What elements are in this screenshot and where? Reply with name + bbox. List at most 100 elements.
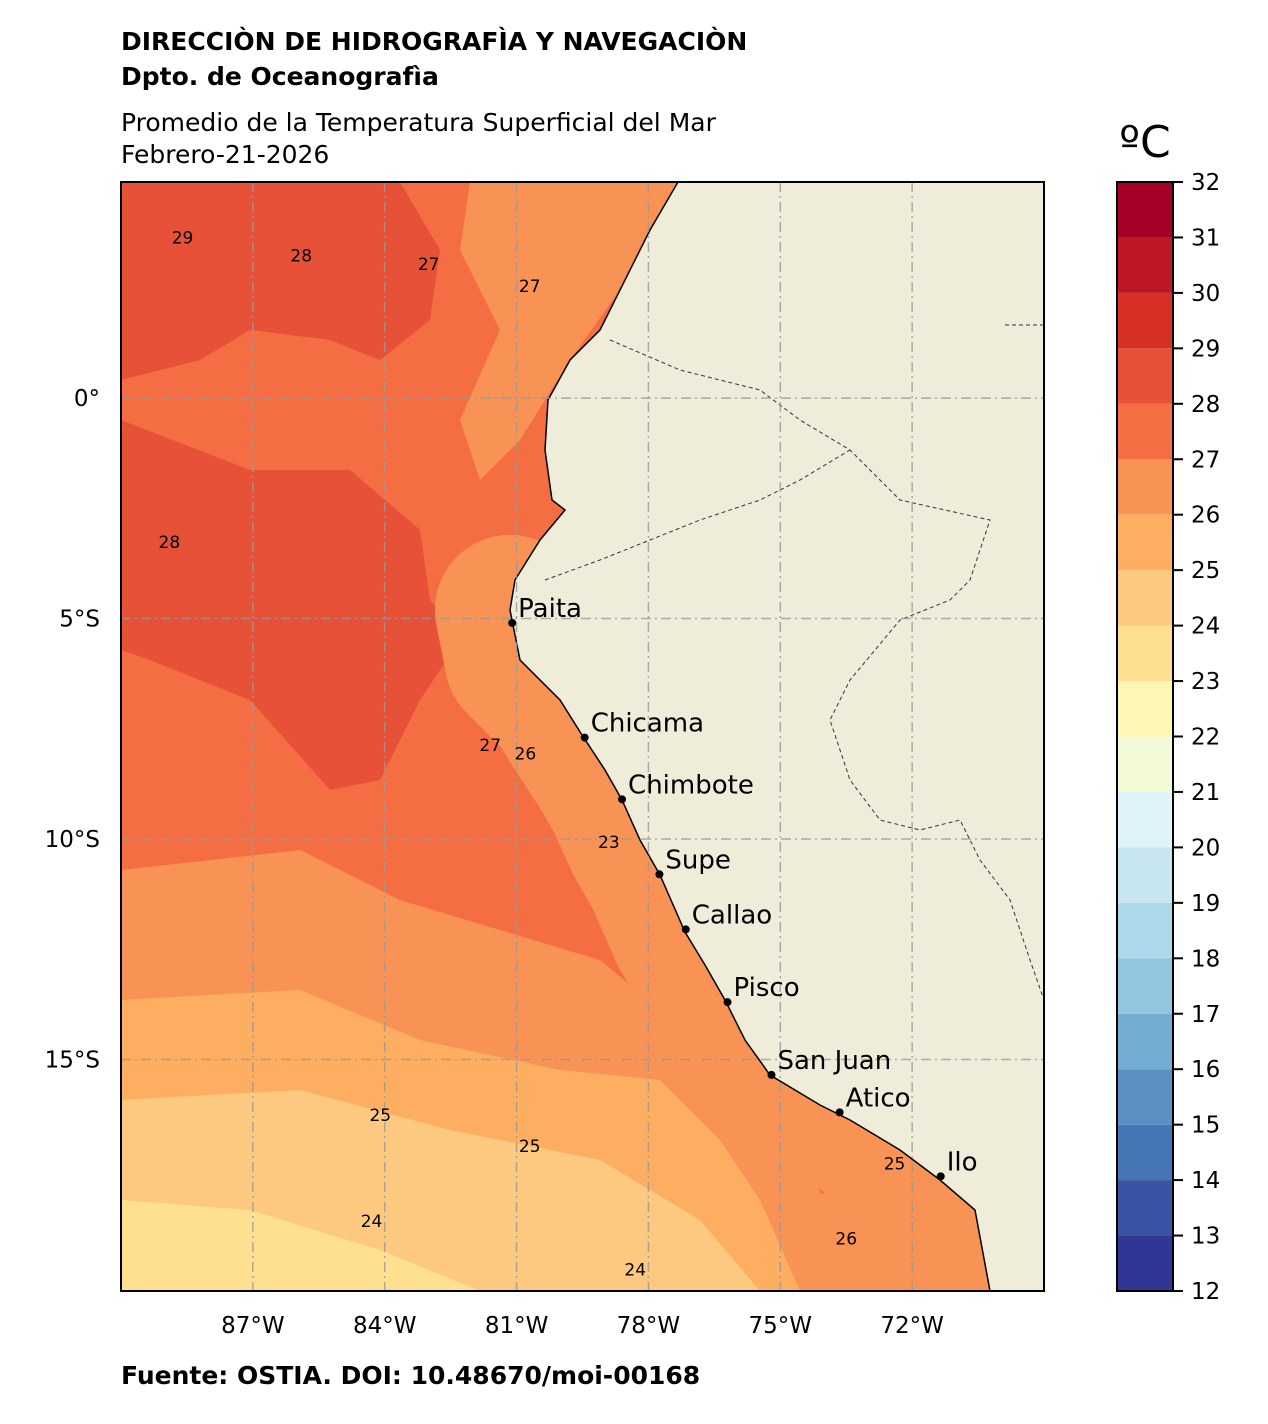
colorbar-band bbox=[1117, 681, 1173, 737]
overlays: 29 28 27 27 28 27 26 23 25 25 24 24 26 25 bbox=[159, 229, 945, 1281]
colorbar-band bbox=[1117, 847, 1173, 903]
city-marker bbox=[580, 733, 589, 742]
border bbox=[609, 339, 1044, 1001]
contour-label: 28 bbox=[290, 246, 312, 266]
map: 29 28 27 27 28 27 26 23 25 25 24 24 26 25 bbox=[121, 182, 1044, 1291]
colorbar-tick-label: 26 bbox=[1191, 503, 1220, 529]
lat-tick-label: 0° bbox=[74, 386, 100, 412]
contour-label: 27 bbox=[479, 736, 501, 756]
colorbar-band bbox=[1117, 348, 1173, 404]
colorbar-band bbox=[1117, 237, 1173, 293]
contour-label: 23 bbox=[598, 833, 620, 853]
colorbar-tick-label: 24 bbox=[1191, 614, 1220, 640]
lat-tick-label: 10°S bbox=[45, 827, 100, 853]
axes: 87°W 84°W 81°W 78°W 75°W 72°W 0° 5°S 10°S 15°S bbox=[45, 386, 944, 1339]
city-marker bbox=[936, 1172, 945, 1181]
colorbar-tick-label: 17 bbox=[1191, 1002, 1220, 1028]
map-title: Promedio de la Temperatura Superficial d… bbox=[121, 108, 717, 137]
colorbar-tick-label: 31 bbox=[1191, 225, 1220, 251]
colorbar-tick-label: 32 bbox=[1191, 170, 1220, 196]
lon-tick-label: 81°W bbox=[485, 1313, 549, 1339]
colorbar-tick-label: 12 bbox=[1191, 1279, 1220, 1305]
colorbar-tick-label: 28 bbox=[1191, 392, 1220, 418]
grid bbox=[121, 182, 1044, 1291]
colorbar-tick-label: 18 bbox=[1191, 946, 1220, 972]
colorbar-tick-label: 13 bbox=[1191, 1224, 1220, 1250]
colorbar-unit: ºC bbox=[1119, 117, 1170, 168]
city-marker bbox=[835, 1108, 844, 1117]
colorbar-tick-label: 15 bbox=[1191, 1113, 1220, 1139]
city-label: Chicama bbox=[591, 709, 704, 739]
colorbar: 12 13 14 15 16 17 18 19 20 21 22 23 24 25 26 27 28 29 30 31… bbox=[1116, 170, 1220, 1305]
colorbar-tick-label: 27 bbox=[1191, 447, 1220, 473]
colorbar-band bbox=[1117, 514, 1173, 571]
colorbar-band bbox=[1117, 736, 1173, 792]
city-label: Atico bbox=[846, 1083, 911, 1113]
city-label: Paita bbox=[518, 594, 582, 624]
contour-label: 27 bbox=[519, 277, 541, 297]
colorbar-band bbox=[1117, 403, 1173, 460]
contour-label: 26 bbox=[515, 745, 537, 765]
header-title: DIRECCIÒN DE HIDROGRAFÌA Y NAVEGACIÒN bbox=[121, 26, 747, 56]
colorbar-band bbox=[1117, 958, 1173, 1014]
colorbar-tick-label: 29 bbox=[1191, 336, 1220, 362]
colorbar-band bbox=[1117, 182, 1173, 238]
colorbar-band bbox=[1117, 1235, 1173, 1291]
city-label: San Juan bbox=[777, 1046, 891, 1076]
colorbar-tick-label: 20 bbox=[1191, 835, 1220, 861]
lat-tick-label: 5°S bbox=[59, 607, 100, 633]
map-frame bbox=[120, 181, 1045, 1292]
header-subtitle: Dpto. de Oceanografìa bbox=[121, 62, 439, 91]
border bbox=[544, 449, 851, 581]
contour-label: 25 bbox=[884, 1155, 906, 1175]
map-date: Febrero-21-2026 bbox=[121, 140, 329, 169]
contour-label: 25 bbox=[369, 1106, 391, 1126]
colorbar-tick-label: 16 bbox=[1191, 1057, 1220, 1083]
colorbar-band bbox=[1117, 1013, 1173, 1070]
contour-label: 27 bbox=[418, 255, 440, 275]
city-label: Supe bbox=[665, 845, 730, 875]
warm-region bbox=[121, 182, 440, 380]
contour-label: 25 bbox=[519, 1137, 541, 1157]
city-marker bbox=[767, 1070, 776, 1079]
city-label: Ilo bbox=[947, 1147, 978, 1177]
city-label: Pisco bbox=[734, 973, 800, 1003]
sst-band bbox=[121, 1200, 480, 1291]
lon-tick-label: 78°W bbox=[617, 1313, 681, 1339]
colorbar-band bbox=[1117, 791, 1173, 848]
contour-label: 26 bbox=[835, 1230, 857, 1250]
source: Fuente: OSTIA. DOI: 10.48670/moi-00168 bbox=[121, 1361, 700, 1390]
city-marker bbox=[618, 795, 627, 804]
colorbar-band bbox=[1117, 292, 1173, 349]
colorbar-tick-label: 25 bbox=[1191, 558, 1220, 584]
lon-tick-label: 84°W bbox=[353, 1313, 417, 1339]
colorbar-band bbox=[1117, 1180, 1173, 1236]
lon-tick-label: 75°W bbox=[749, 1313, 813, 1339]
warm-region bbox=[121, 420, 460, 790]
colorbar-tick-label: 23 bbox=[1191, 669, 1220, 695]
colorbar-tick-label: 14 bbox=[1191, 1168, 1220, 1194]
colorbar-tick-label: 22 bbox=[1191, 725, 1220, 751]
city-label: Chimbote bbox=[628, 770, 754, 800]
colorbar-band bbox=[1117, 459, 1173, 515]
sst-band bbox=[460, 182, 678, 480]
city-marker bbox=[508, 618, 517, 627]
contour-label: 24 bbox=[361, 1212, 383, 1232]
colorbar-band bbox=[1117, 1124, 1173, 1181]
colorbar-band bbox=[1117, 625, 1173, 682]
colorbar-tick-label: 19 bbox=[1191, 891, 1220, 917]
contour-label: 24 bbox=[624, 1261, 646, 1281]
colorbar-band bbox=[1117, 570, 1173, 626]
colorbar-band bbox=[1117, 1069, 1173, 1125]
lon-tick-label: 72°W bbox=[880, 1313, 944, 1339]
lon-tick-label: 87°W bbox=[221, 1313, 285, 1339]
colorbar-tick-label: 30 bbox=[1191, 281, 1220, 307]
city-marker bbox=[723, 998, 732, 1007]
colorbar-tick-label: 21 bbox=[1191, 780, 1220, 806]
city-marker bbox=[681, 925, 690, 934]
city-marker bbox=[655, 870, 664, 879]
city-label: Callao bbox=[692, 900, 772, 930]
lat-tick-label: 15°S bbox=[45, 1047, 100, 1073]
contour-label: 28 bbox=[159, 533, 181, 553]
